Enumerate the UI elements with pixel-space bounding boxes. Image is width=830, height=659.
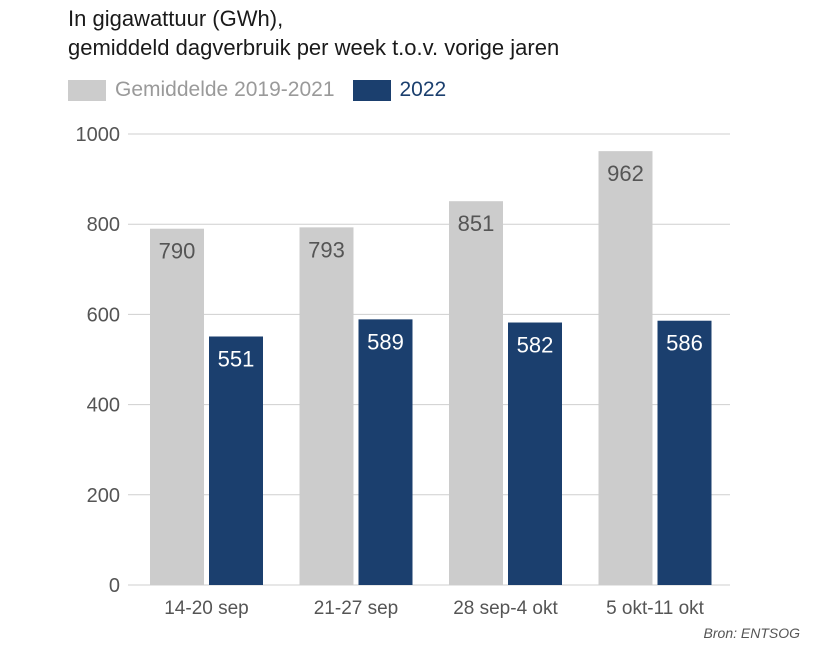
legend-label-average: Gemiddelde 2019-2021 bbox=[115, 78, 335, 101]
x-tick-label: 5 okt-11 okt bbox=[606, 598, 705, 619]
source-note: Bron: ENTSOG bbox=[703, 625, 800, 641]
data-label: 589 bbox=[367, 329, 404, 354]
x-tick-label: 14-20 sep bbox=[164, 598, 249, 619]
y-tick-label: 400 bbox=[87, 395, 120, 417]
y-tick-label: 800 bbox=[87, 214, 120, 236]
y-tick-label: 0 bbox=[109, 575, 120, 597]
bar-2022 bbox=[657, 320, 712, 585]
bar-average bbox=[299, 227, 354, 585]
legend-swatch-average bbox=[68, 79, 106, 101]
data-label: 586 bbox=[666, 331, 703, 356]
chart-title-line-2: gemiddeld dagverbruik per week t.o.v. vo… bbox=[68, 35, 560, 60]
data-labels: 790 551 793 589 851 582 962 586 bbox=[159, 161, 703, 371]
y-tick-label: 600 bbox=[87, 304, 120, 326]
data-label: 582 bbox=[517, 333, 554, 358]
bar-2022 bbox=[508, 322, 562, 585]
bars bbox=[150, 151, 712, 585]
chart-title-line-1: In gigawattuur (GWh), bbox=[68, 6, 284, 31]
legend-swatch-2022 bbox=[352, 79, 391, 101]
bar-2022 bbox=[209, 336, 263, 585]
data-label: 551 bbox=[218, 346, 255, 371]
legend: Gemiddelde 2019-2021 2022 bbox=[68, 78, 464, 102]
legend-item-average: Gemiddelde 2019-2021 bbox=[68, 78, 335, 102]
data-label: 790 bbox=[159, 239, 196, 264]
x-tick-label: 21-27 sep bbox=[314, 598, 399, 619]
legend-item-2022: 2022 bbox=[352, 78, 447, 102]
x-axis-ticks: 14-20 sep 21-27 sep 28 sep-4 okt 5 okt-11 o… bbox=[164, 598, 704, 619]
x-tick-label: 28 sep-4 okt bbox=[453, 598, 558, 619]
chart-title: In gigawattuur (GWh), gemiddeld dagverbr… bbox=[68, 4, 559, 62]
bar-average bbox=[150, 228, 204, 585]
legend-label-2022: 2022 bbox=[399, 78, 447, 101]
bar-2022 bbox=[358, 319, 413, 585]
bar-average bbox=[598, 151, 653, 585]
bar-average bbox=[449, 201, 503, 585]
data-label: 793 bbox=[308, 237, 345, 262]
y-axis-ticks: 0 200 400 600 800 1000 bbox=[76, 124, 121, 597]
y-tick-label: 200 bbox=[87, 485, 120, 507]
data-label: 851 bbox=[458, 211, 495, 236]
data-label: 962 bbox=[607, 161, 644, 186]
y-tick-label: 1000 bbox=[76, 124, 121, 146]
